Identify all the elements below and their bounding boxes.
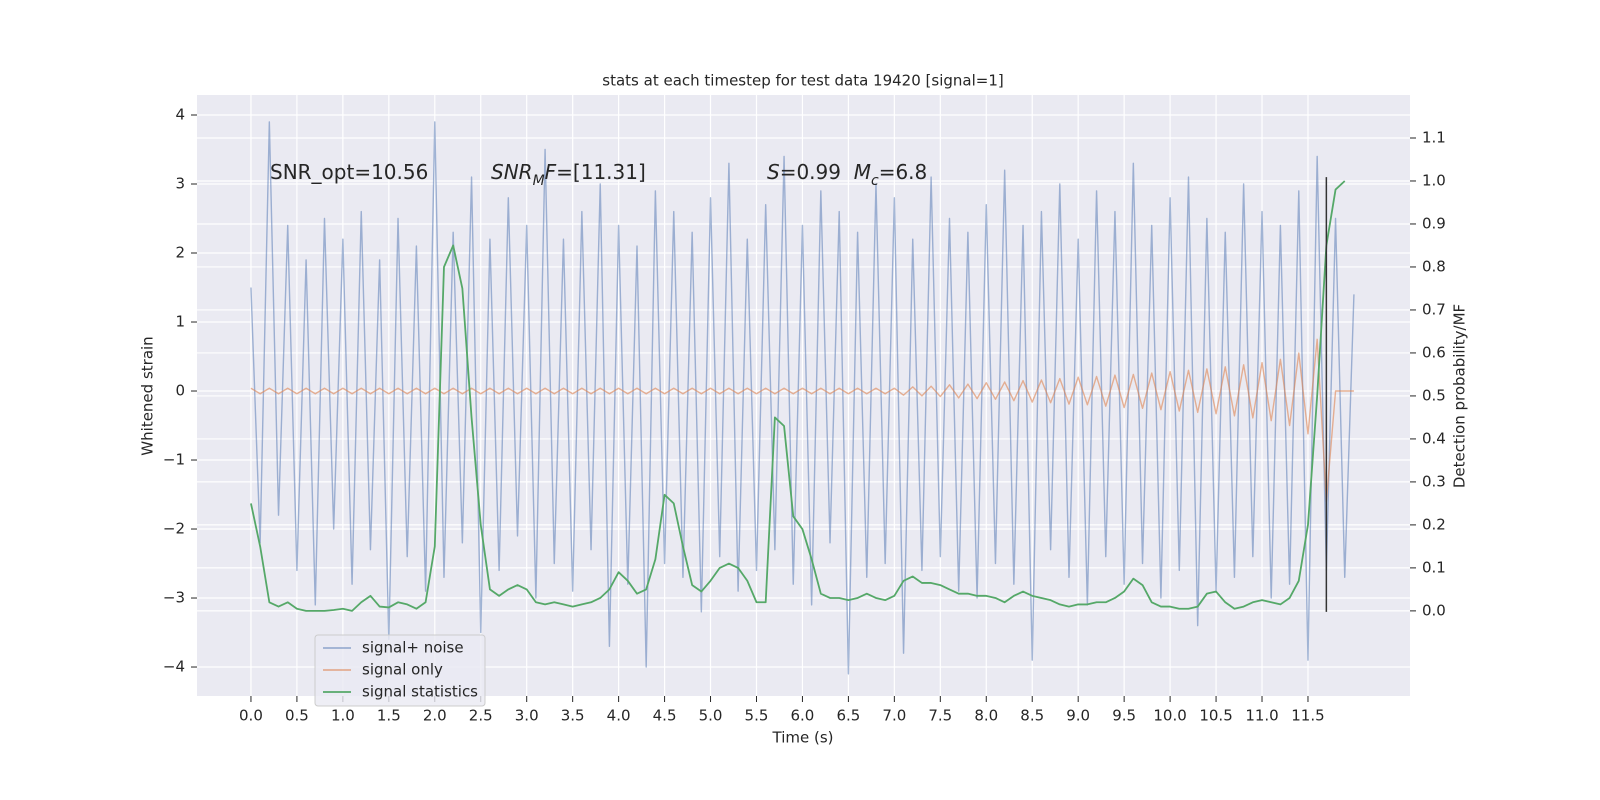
y2-tick-label: 1.1 bbox=[1422, 128, 1446, 146]
x-tick-label: 1.0 bbox=[331, 707, 355, 725]
x-tick-label: 3.5 bbox=[561, 707, 585, 725]
x-tick-label: 5.5 bbox=[745, 707, 769, 725]
x-tick-label: 6.0 bbox=[791, 707, 815, 725]
annotation: SNRMF=[11.31] bbox=[491, 160, 646, 190]
x-tick-label: 4.0 bbox=[607, 707, 631, 725]
y2-tick-label: 0.2 bbox=[1422, 515, 1446, 533]
y2-tick-label: 0.6 bbox=[1422, 343, 1446, 361]
x-tick-label: 9.5 bbox=[1112, 707, 1136, 725]
annotation-part: S bbox=[767, 160, 780, 184]
y2-tick-label: 0.0 bbox=[1422, 601, 1446, 619]
y2-tick-label: 0.4 bbox=[1422, 429, 1446, 447]
chart-title: stats at each timestep for test data 194… bbox=[602, 72, 1003, 90]
y-tick-label: −2 bbox=[163, 520, 185, 538]
y2-tick-label: 1.0 bbox=[1422, 171, 1446, 189]
annotation-part: =0.99 bbox=[780, 160, 854, 184]
x-tick-label: 3.0 bbox=[515, 707, 539, 725]
y2-tick-label: 0.7 bbox=[1422, 300, 1446, 318]
y2-tick-label: 0.3 bbox=[1422, 472, 1446, 490]
y-tick-label: 0 bbox=[175, 382, 185, 400]
legend-label: signal only bbox=[362, 661, 443, 679]
annotation: S=0.99 Mc=6.8 bbox=[767, 160, 927, 190]
x-tick-label: 10.5 bbox=[1199, 707, 1232, 725]
y2-axis-label: Detection probability/MF bbox=[1451, 304, 1469, 488]
x-tick-label: 0.0 bbox=[239, 707, 263, 725]
annotation-part: =[11.31] bbox=[556, 160, 646, 184]
x-tick-label: 4.5 bbox=[653, 707, 677, 725]
y-tick-label: 1 bbox=[175, 313, 185, 331]
annotation-part: F bbox=[545, 160, 557, 184]
y-tick-label: 2 bbox=[175, 244, 185, 262]
x-tick-label: 6.5 bbox=[836, 707, 860, 725]
series-line bbox=[250, 338, 1354, 503]
series-line bbox=[250, 121, 1355, 675]
y-tick-label: −4 bbox=[163, 658, 185, 676]
annotation-part: c bbox=[871, 173, 879, 189]
x-axis-label: Time (s) bbox=[772, 729, 834, 747]
legend-label: signal statistics bbox=[362, 683, 478, 701]
annotation-part: SNR_opt=10.56 bbox=[270, 160, 428, 184]
x-tick-label: 5.0 bbox=[699, 707, 723, 725]
x-tick-label: 8.0 bbox=[974, 707, 998, 725]
y-tick-label: −1 bbox=[163, 451, 185, 469]
x-tick-label: 7.5 bbox=[928, 707, 952, 725]
x-tick-label: 7.0 bbox=[882, 707, 906, 725]
series-line bbox=[250, 180, 1346, 612]
x-tick-label: 1.5 bbox=[377, 707, 401, 725]
x-tick-label: 10.0 bbox=[1153, 707, 1186, 725]
annotation-part: M bbox=[854, 160, 871, 184]
annotation-part: M bbox=[533, 173, 545, 189]
y2-tick-label: 0.8 bbox=[1422, 257, 1446, 275]
annotation: SNR_opt=10.56 bbox=[270, 160, 428, 184]
y-tick-label: 3 bbox=[175, 175, 185, 193]
y2-tick-label: 0.1 bbox=[1422, 558, 1446, 576]
y2-tick-label: 0.9 bbox=[1422, 214, 1446, 232]
y-tick-label: −3 bbox=[163, 589, 185, 607]
y-tick-label: 4 bbox=[175, 106, 185, 124]
y-axis-label: Whitened strain bbox=[139, 336, 157, 455]
annotation-part: SNR bbox=[491, 160, 533, 184]
x-tick-label: 11.0 bbox=[1245, 707, 1278, 725]
x-tick-label: 9.0 bbox=[1066, 707, 1090, 725]
annotation-part: =6.8 bbox=[879, 160, 928, 184]
x-tick-label: 2.5 bbox=[469, 707, 493, 725]
legend-box bbox=[314, 634, 486, 707]
x-tick-label: 8.5 bbox=[1020, 707, 1044, 725]
x-tick-label: 2.0 bbox=[423, 707, 447, 725]
x-tick-label: 11.5 bbox=[1291, 707, 1324, 725]
legend-label: signal+ noise bbox=[362, 639, 464, 657]
y2-tick-label: 0.5 bbox=[1422, 386, 1446, 404]
x-tick-label: 0.5 bbox=[285, 707, 309, 725]
